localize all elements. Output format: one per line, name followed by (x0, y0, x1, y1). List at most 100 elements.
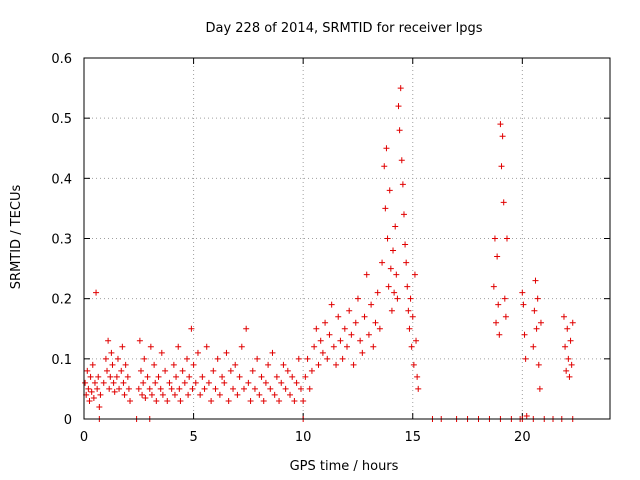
data-point (494, 253, 501, 260)
data-point (520, 301, 527, 308)
data-point (254, 355, 261, 362)
data-point (230, 385, 237, 392)
data-point (317, 337, 324, 344)
data-point (203, 343, 210, 350)
data-point (262, 379, 269, 386)
data-point (368, 301, 375, 308)
data-point (162, 367, 169, 374)
data-point (278, 379, 285, 386)
data-point (256, 391, 263, 398)
data-point (236, 373, 243, 380)
data-point (124, 373, 131, 380)
data-point (381, 163, 388, 170)
data-point (410, 361, 417, 368)
data-point (291, 397, 298, 404)
data-point (107, 373, 114, 380)
data-point (208, 397, 215, 404)
data-point (90, 394, 97, 401)
data-point (523, 412, 530, 419)
data-point (383, 145, 390, 152)
data-point (306, 385, 313, 392)
data-point (308, 367, 315, 374)
data-point (269, 349, 276, 356)
data-point (352, 319, 359, 326)
data-point (159, 391, 166, 398)
data-point (393, 271, 400, 278)
data-point (151, 361, 158, 368)
data-point (295, 355, 302, 362)
data-point (205, 379, 212, 386)
data-point (328, 301, 335, 308)
data-point (348, 331, 355, 338)
data-point (192, 379, 199, 386)
data-point (501, 295, 508, 302)
data-point (522, 355, 529, 362)
data-point (414, 373, 421, 380)
y-tick-label: 0.1 (51, 353, 72, 368)
data-point (324, 355, 331, 362)
data-point (194, 349, 201, 356)
data-point (164, 397, 171, 404)
data-point (88, 388, 95, 395)
data-point (100, 379, 107, 386)
data-point (170, 361, 177, 368)
data-point (190, 361, 197, 368)
data-point (97, 391, 104, 398)
data-point (86, 397, 93, 404)
data-point (177, 397, 184, 404)
data-point (384, 235, 391, 242)
data-point (568, 361, 575, 368)
data-point (179, 367, 186, 374)
data-point (199, 373, 206, 380)
data-point (415, 385, 422, 392)
data-point (562, 343, 569, 350)
data-point (119, 343, 126, 350)
data-point (530, 343, 537, 350)
data-point (388, 307, 395, 314)
data-point (102, 355, 109, 362)
data-point (315, 361, 322, 368)
data-point (354, 295, 361, 302)
data-point (519, 289, 526, 296)
data-point (251, 385, 258, 392)
data-point (155, 373, 162, 380)
data-point (333, 361, 340, 368)
data-point (346, 307, 353, 314)
data-point (394, 295, 401, 302)
data-point (498, 163, 505, 170)
axis-ticks: 0 5 10 15 20 0 0.1 0.2 0.3 0.4 0.5 0.6 (51, 52, 610, 445)
data-point (243, 325, 250, 332)
data-point (232, 361, 239, 368)
y-tick-label: 0 (64, 413, 72, 428)
data-point (280, 361, 287, 368)
y-tick-label: 0.4 (51, 172, 72, 187)
data-point (335, 313, 342, 320)
data-point (326, 331, 333, 338)
data-point (152, 379, 159, 386)
data-point (409, 313, 416, 320)
data-point (569, 319, 576, 326)
data-point (374, 289, 381, 296)
data-point (304, 355, 311, 362)
y-tick-label: 0.2 (51, 293, 72, 308)
data-point (497, 121, 504, 128)
data-point (337, 337, 344, 344)
data-point (247, 397, 254, 404)
data-point (185, 391, 192, 398)
data-point (341, 325, 348, 332)
x-tick-label: 0 (80, 430, 88, 445)
data-point (536, 385, 543, 392)
data-point (245, 379, 252, 386)
data-point (391, 289, 398, 296)
data-point (563, 367, 570, 374)
data-point (260, 397, 267, 404)
data-point (267, 385, 274, 392)
data-point (392, 223, 399, 230)
data-point (176, 385, 183, 392)
data-point (137, 367, 144, 374)
grid (84, 58, 610, 419)
data-point (344, 343, 350, 350)
data-point (157, 385, 164, 392)
data-point (181, 379, 188, 386)
data-point (94, 385, 101, 392)
